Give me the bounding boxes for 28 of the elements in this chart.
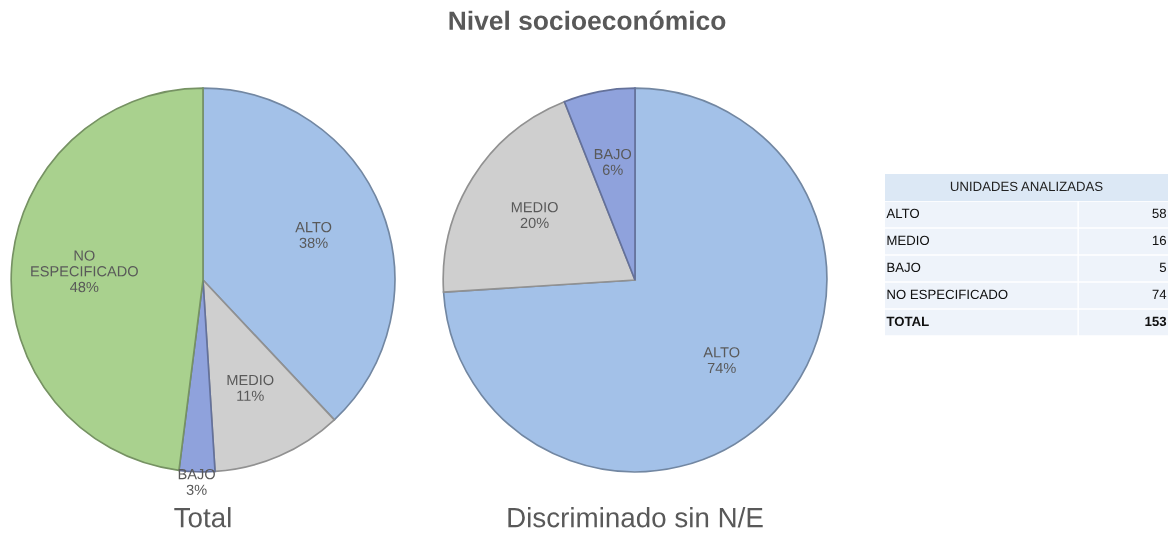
text: Total bbox=[174, 507, 231, 528]
data-label: 74 bbox=[1152, 289, 1167, 299]
slice-label: MEDIO bbox=[511, 202, 558, 213]
slice-label: BAJO bbox=[178, 468, 215, 480]
data-label: 48% bbox=[70, 281, 99, 293]
data-label: 58 bbox=[1152, 208, 1167, 219]
category-label: ALTO bbox=[886, 208, 920, 219]
data-label: 20% bbox=[520, 217, 549, 229]
text: Discriminado sin N/E bbox=[508, 507, 763, 528]
text: UNIDADES ANALIZADAS bbox=[950, 181, 1103, 192]
data-label: 74% bbox=[707, 362, 736, 374]
data-label: 16 bbox=[1152, 235, 1167, 246]
chart-title: Nivel socioeconómico bbox=[449, 10, 726, 31]
category-label: TOTAL bbox=[886, 316, 929, 327]
data-label: 6% bbox=[602, 164, 623, 175]
data-label: 3% bbox=[186, 484, 207, 495]
slice-label: BAJO bbox=[594, 148, 632, 160]
slice-label: NO ESPECIFICADO bbox=[31, 250, 138, 277]
category-label: MEDIO bbox=[887, 235, 930, 246]
data-label: 5 bbox=[1159, 262, 1167, 273]
category-label: NO ESPECIFICADO bbox=[887, 289, 1008, 300]
data-label: 38% bbox=[299, 237, 328, 248]
slice-label: MEDIO bbox=[227, 374, 274, 386]
data-label: 153 bbox=[1145, 316, 1167, 327]
slice-label: ALTO bbox=[703, 347, 740, 358]
category-label: BAJO bbox=[887, 262, 921, 273]
data-label: 11% bbox=[237, 390, 264, 401]
slice-label: ALTO bbox=[295, 221, 332, 233]
